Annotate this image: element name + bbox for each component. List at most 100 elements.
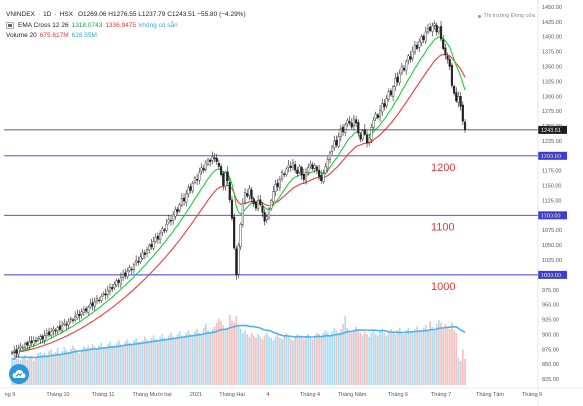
candle-body bbox=[429, 26, 432, 31]
candle-body bbox=[374, 113, 377, 119]
volume-bar bbox=[128, 343, 131, 385]
volume-bar bbox=[298, 337, 301, 385]
volume-bar bbox=[313, 335, 316, 385]
volume-bar bbox=[76, 350, 79, 385]
ema-slow-line bbox=[11, 54, 466, 353]
candle-body bbox=[407, 55, 410, 61]
candle-body bbox=[93, 301, 96, 307]
volume-bar bbox=[222, 325, 225, 385]
candle-body bbox=[130, 268, 133, 271]
candle-body bbox=[339, 128, 342, 137]
legend-main-row[interactable]: VNINDEX · 1D · HSX O1269.06 H1276.55 L12… bbox=[6, 10, 246, 21]
level-annotation: 1000 bbox=[431, 281, 455, 293]
candle-body bbox=[455, 92, 458, 102]
volume-bar bbox=[159, 336, 161, 385]
volume-bar bbox=[431, 326, 434, 385]
volume-bar bbox=[30, 355, 33, 385]
candle-body bbox=[84, 308, 88, 312]
candle-body bbox=[145, 249, 149, 254]
volume-bar bbox=[453, 330, 455, 385]
y-tick-label: 975.00 bbox=[542, 288, 559, 294]
x-tick-label: Tháng 7 bbox=[431, 392, 451, 398]
candle-body bbox=[337, 136, 340, 147]
volume-bar bbox=[381, 329, 384, 385]
x-tick-label: Tháng Năm bbox=[338, 392, 367, 398]
volume-bar bbox=[294, 336, 296, 385]
candle-body bbox=[383, 103, 386, 108]
volume-bar bbox=[185, 332, 188, 385]
legend-volume-row[interactable]: Volume 20 675.617M 628.55M bbox=[6, 31, 246, 42]
candle-body bbox=[26, 342, 29, 346]
candle-body bbox=[276, 182, 279, 187]
candle-body bbox=[61, 325, 64, 331]
volume-bar bbox=[348, 330, 351, 385]
legend-ema-name: EMA Cross 12 26 bbox=[18, 21, 69, 29]
volume-bar bbox=[435, 323, 438, 385]
volume-bar bbox=[98, 345, 100, 385]
level-price-tag bbox=[538, 270, 567, 279]
volume-bar bbox=[252, 335, 255, 385]
candle-body bbox=[376, 114, 379, 118]
legend-volume-ma-value: 628.55M bbox=[71, 32, 97, 39]
volume-bar bbox=[250, 332, 253, 385]
last-price-tag bbox=[538, 125, 567, 134]
volume-bar bbox=[80, 349, 83, 385]
candle-body bbox=[172, 214, 175, 221]
candle-body bbox=[326, 159, 329, 169]
candle-body bbox=[235, 248, 238, 276]
volume-bar bbox=[342, 323, 344, 385]
candle-body bbox=[67, 321, 70, 326]
candle-body bbox=[228, 182, 231, 201]
candle-body bbox=[65, 324, 68, 326]
volume-bar bbox=[196, 329, 198, 385]
candle-body bbox=[39, 336, 42, 340]
candle-body bbox=[230, 199, 234, 219]
volume-bar bbox=[302, 339, 305, 385]
market-status: Thị trường Đóng cửa bbox=[478, 13, 535, 19]
candle-body bbox=[311, 164, 314, 170]
volume-bar bbox=[74, 348, 77, 385]
volume-bar bbox=[154, 339, 157, 385]
volume-bar bbox=[427, 330, 429, 385]
legend-ema-row[interactable]: EMA Cross 12 26 1318.0743 1336.9475 khôn… bbox=[6, 21, 246, 32]
volume-bar bbox=[63, 346, 66, 385]
volume-bar bbox=[322, 332, 325, 385]
volume-bar bbox=[174, 337, 177, 385]
candle-body bbox=[71, 319, 75, 321]
volume-bar bbox=[457, 358, 460, 385]
level-price-tag bbox=[538, 211, 567, 220]
volume-bar bbox=[89, 347, 92, 385]
legend-exchange: HSX bbox=[59, 11, 73, 18]
candle-body bbox=[119, 277, 122, 285]
volume-bar bbox=[122, 345, 124, 385]
candle-body bbox=[355, 119, 358, 124]
candle-body bbox=[196, 179, 199, 181]
volume-bar bbox=[61, 351, 63, 385]
candle-body bbox=[100, 296, 103, 301]
candle-body bbox=[302, 173, 305, 180]
legend-ema-slow-value: 1336.9475 bbox=[105, 21, 137, 29]
candle-body bbox=[381, 103, 384, 113]
candle-body bbox=[113, 284, 116, 288]
volume-bar bbox=[429, 321, 432, 385]
candle-body bbox=[409, 56, 412, 60]
candle-body bbox=[241, 203, 244, 225]
candle-body bbox=[328, 152, 332, 160]
candle-body bbox=[304, 172, 308, 182]
candle-body bbox=[278, 179, 281, 188]
cloud-logo-icon[interactable] bbox=[9, 364, 29, 384]
candle-body bbox=[215, 157, 218, 162]
candle-body bbox=[261, 205, 264, 213]
candle-body bbox=[91, 302, 94, 307]
candle-layer bbox=[10, 20, 467, 358]
volume-bar bbox=[213, 326, 216, 385]
volume-bar bbox=[411, 332, 414, 385]
collapse-icon[interactable] bbox=[6, 22, 14, 30]
candle-body bbox=[200, 167, 203, 172]
y-tick-label: 900.00 bbox=[542, 332, 559, 338]
volume-bar bbox=[268, 336, 270, 385]
candle-body bbox=[457, 96, 460, 103]
candle-body bbox=[87, 306, 90, 313]
volume-bar bbox=[178, 331, 181, 385]
